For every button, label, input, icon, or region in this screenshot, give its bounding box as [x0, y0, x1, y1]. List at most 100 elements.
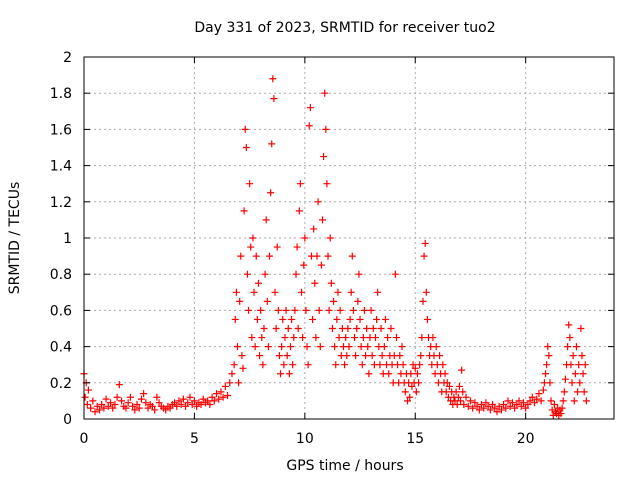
data-point	[232, 288, 240, 296]
y-tick-label: 0.2	[50, 376, 72, 392]
data-point	[91, 408, 99, 416]
data-point	[131, 406, 139, 414]
data-point	[173, 402, 181, 410]
data-point	[415, 379, 423, 387]
data-point	[320, 153, 328, 161]
data-point	[252, 252, 260, 260]
data-point	[89, 397, 97, 405]
data-point	[324, 252, 332, 260]
data-point	[542, 370, 550, 378]
data-point	[504, 397, 512, 405]
data-point	[355, 270, 363, 278]
data-point	[475, 406, 483, 414]
y-tick-label: 0.8	[50, 267, 72, 283]
data-point	[182, 402, 190, 410]
data-point	[204, 397, 212, 405]
data-points	[80, 75, 590, 419]
data-point	[304, 361, 312, 369]
data-point	[462, 393, 470, 401]
data-point	[539, 386, 547, 394]
data-point	[519, 399, 527, 407]
data-point	[241, 125, 249, 133]
data-point	[378, 352, 386, 360]
data-point	[190, 397, 198, 405]
data-point	[445, 382, 453, 390]
data-point	[560, 388, 568, 396]
data-point	[345, 343, 353, 351]
data-point	[367, 306, 375, 314]
data-point	[531, 399, 538, 407]
data-point	[432, 343, 440, 351]
data-point	[272, 325, 280, 332]
data-point	[137, 395, 145, 403]
data-point	[441, 370, 449, 378]
data-point	[421, 239, 429, 247]
data-point	[179, 395, 187, 403]
data-point	[273, 243, 281, 251]
data-point	[162, 406, 170, 414]
data-point	[568, 379, 576, 387]
data-point	[443, 379, 451, 387]
data-point	[186, 393, 194, 401]
data-point	[561, 375, 569, 383]
data-point	[124, 399, 132, 407]
x-tick-label: 15	[406, 431, 424, 447]
data-point	[271, 288, 279, 296]
data-point	[193, 402, 201, 410]
data-point	[175, 397, 183, 405]
data-point	[325, 306, 333, 314]
data-point	[360, 306, 368, 314]
data-point	[171, 399, 179, 407]
data-point	[365, 370, 373, 378]
data-point	[184, 399, 192, 407]
data-point	[270, 95, 278, 103]
data-point	[142, 399, 150, 407]
data-point	[277, 370, 285, 378]
data-point	[261, 270, 269, 278]
data-point	[210, 397, 218, 405]
data-point	[547, 397, 555, 405]
data-point	[418, 334, 426, 342]
data-point	[420, 252, 428, 260]
data-point	[457, 397, 465, 405]
data-point	[199, 395, 207, 403]
data-point	[369, 325, 377, 332]
data-point	[417, 352, 425, 360]
data-point	[221, 382, 229, 390]
data-point	[242, 144, 250, 151]
data-point	[356, 315, 364, 323]
data-point	[151, 406, 159, 414]
data-point	[486, 406, 494, 414]
data-point	[406, 393, 414, 401]
data-point	[480, 404, 488, 412]
y-tick-label: 0	[63, 412, 72, 428]
data-point	[332, 361, 340, 369]
data-point	[347, 288, 355, 296]
data-point	[517, 402, 525, 410]
data-point	[188, 401, 196, 409]
y-tick-label: 1	[63, 231, 72, 247]
data-point	[343, 352, 351, 360]
data-point	[353, 325, 361, 332]
data-point	[455, 382, 463, 390]
data-point	[228, 370, 236, 378]
data-point	[331, 343, 339, 351]
data-point	[213, 390, 220, 398]
data-point	[269, 75, 277, 83]
data-point	[439, 361, 447, 369]
data-point	[506, 402, 514, 410]
data-point	[550, 401, 558, 409]
data-point	[319, 216, 326, 224]
y-tick-label: 0.6	[50, 303, 72, 319]
data-point	[484, 402, 492, 410]
data-point	[289, 361, 297, 369]
data-point	[284, 325, 292, 332]
data-point	[349, 306, 357, 314]
data-point	[502, 404, 510, 412]
data-point	[246, 180, 254, 188]
data-point	[571, 370, 579, 378]
data-point	[306, 104, 314, 112]
y-tick-label: 0.4	[50, 340, 72, 356]
data-point	[396, 352, 404, 360]
data-point	[495, 402, 503, 410]
